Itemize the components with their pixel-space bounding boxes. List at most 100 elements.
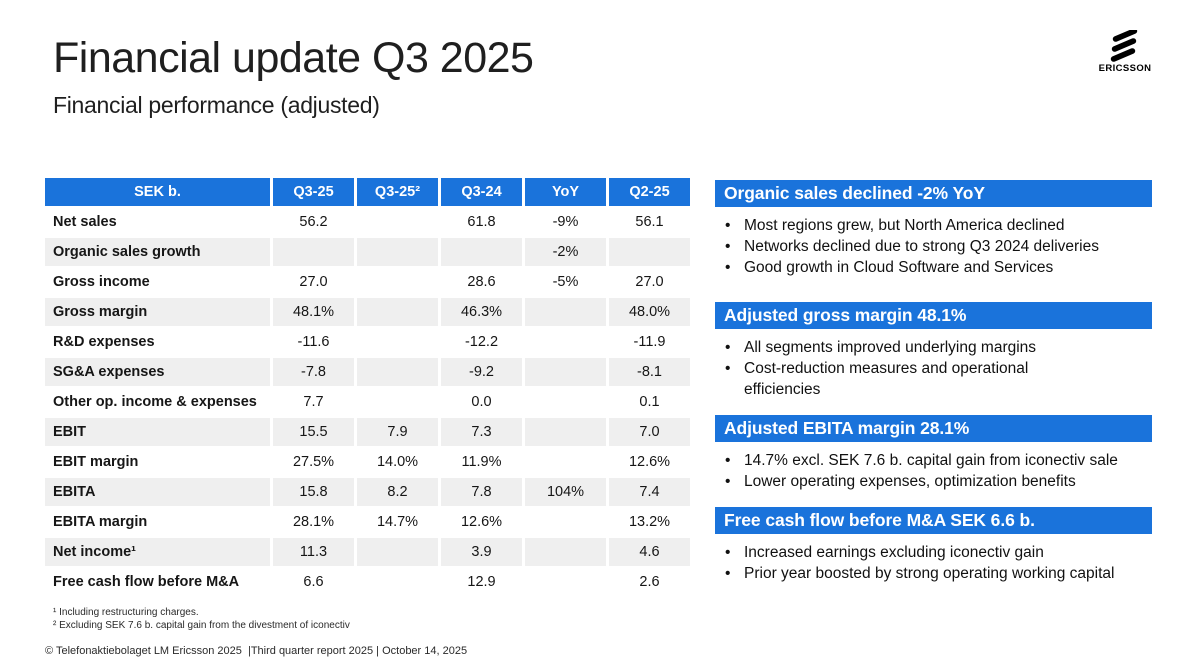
row-label: Net sales bbox=[53, 214, 117, 230]
row-value bbox=[525, 298, 606, 326]
highlight-bullet: Most regions grew, but North America dec… bbox=[715, 215, 1152, 236]
table-row: R&D expenses -11.6 -12.2 -11.9 bbox=[45, 328, 690, 356]
row-value: 8.2 bbox=[357, 478, 438, 506]
row-label: EBITA margin bbox=[53, 514, 148, 530]
row-value: 56.2 bbox=[299, 214, 328, 230]
page-subtitle: Financial performance (adjusted) bbox=[53, 92, 380, 118]
column-header: Q3-25 bbox=[273, 178, 354, 206]
row-value bbox=[525, 328, 606, 356]
table-row: Organic sales growth -2% bbox=[45, 238, 690, 266]
row-value: 4.6 bbox=[609, 538, 690, 566]
ericsson-bars-icon bbox=[1092, 30, 1158, 62]
table-row: Net sales 56.2 61.8 -9% 56.1 bbox=[45, 208, 690, 236]
ericsson-wordmark: ERICSSON bbox=[1098, 63, 1152, 74]
row-value: 2.6 bbox=[639, 574, 660, 590]
row-value: 48.1% bbox=[273, 298, 354, 326]
row-label: Gross margin bbox=[45, 298, 270, 326]
column-header: Q3-24 bbox=[441, 178, 522, 206]
row-value bbox=[441, 238, 522, 266]
highlight-bullet-list: All segments improved underlying margins… bbox=[715, 337, 1152, 400]
footnote-2: ² Excluding SEK 7.6 b. capital gain from… bbox=[53, 620, 350, 631]
row-value: 7.4 bbox=[609, 478, 690, 506]
highlight-bullet: Prior year boosted by strong operating w… bbox=[715, 563, 1152, 584]
row-value: 28.6 bbox=[467, 274, 496, 290]
row-label: Other op. income & expenses bbox=[53, 394, 257, 410]
row-value: -9% bbox=[552, 214, 579, 230]
row-value bbox=[357, 538, 438, 566]
highlight-title: Adjusted EBITA margin 28.1% bbox=[715, 415, 1152, 442]
row-label: EBIT bbox=[45, 418, 270, 446]
row-value: 104% bbox=[525, 478, 606, 506]
column-header: Q2-25 bbox=[609, 178, 690, 206]
highlight-bullet-list: Increased earnings excluding iconectiv g… bbox=[715, 542, 1152, 584]
row-value: 14.0% bbox=[376, 454, 419, 470]
row-value: 7.3 bbox=[441, 418, 522, 446]
footer-copyright: © Telefonaktiebolaget LM Ericsson 2025 |… bbox=[45, 645, 468, 657]
row-label: R&D expenses bbox=[53, 334, 155, 350]
table-row: Net income¹ 11.3 3.9 4.6 bbox=[45, 538, 690, 566]
row-value: -11.6 bbox=[297, 334, 330, 350]
footnote-1: ¹ Including restructuring charges. bbox=[53, 607, 199, 618]
row-value: -9.2 bbox=[441, 358, 522, 386]
row-value: 27.5% bbox=[292, 454, 335, 470]
row-value: 27.0 bbox=[299, 274, 328, 290]
table-row: EBITA margin 28.1% 14.7% 12.6% 13.2% bbox=[45, 508, 690, 536]
row-value: 48.0% bbox=[609, 298, 690, 326]
row-value: 12.9 bbox=[467, 574, 496, 590]
row-value: 7.7 bbox=[303, 394, 324, 410]
row-value bbox=[357, 568, 438, 596]
row-value bbox=[273, 238, 354, 266]
table-header-row: SEK b. Q3-25 Q3-25² Q3-24 YoY Q2-25 bbox=[45, 178, 690, 206]
row-value bbox=[525, 538, 606, 566]
highlight-bullet-list: 14.7% excl. SEK 7.6 b. capital gain from… bbox=[715, 450, 1152, 492]
column-header: SEK b. bbox=[45, 178, 270, 206]
row-value bbox=[525, 388, 606, 416]
table-row: Gross income 27.0 28.6 -5% 27.0 bbox=[45, 268, 690, 296]
table-row: EBIT margin 27.5% 14.0% 11.9% 12.6% bbox=[45, 448, 690, 476]
highlight-title: Organic sales declined -2% YoY bbox=[715, 180, 1152, 207]
table-row: EBITA 15.8 8.2 7.8 104% 7.4 bbox=[45, 478, 690, 506]
highlight-bullet: 14.7% excl. SEK 7.6 b. capital gain from… bbox=[715, 450, 1152, 471]
table-row: Gross margin 48.1% 46.3% 48.0% bbox=[45, 298, 690, 326]
row-value: 7.0 bbox=[609, 418, 690, 446]
table-row: SG&A expenses -7.8 -9.2 -8.1 bbox=[45, 358, 690, 386]
row-value: 7.8 bbox=[441, 478, 522, 506]
row-value bbox=[357, 268, 438, 296]
row-label: EBIT margin bbox=[53, 454, 139, 470]
row-value: 12.6% bbox=[460, 514, 503, 530]
highlights-panel: Organic sales declined -2% YoY Most regi… bbox=[715, 180, 1152, 620]
row-value bbox=[525, 568, 606, 596]
row-label: Net income¹ bbox=[45, 538, 270, 566]
row-value bbox=[357, 328, 438, 356]
row-label: Organic sales growth bbox=[45, 238, 270, 266]
financial-table: SEK b. Q3-25 Q3-25² Q3-24 YoY Q2-25 Net sales… bbox=[42, 176, 693, 598]
row-value: 13.2% bbox=[628, 514, 671, 530]
row-value: 56.1 bbox=[635, 214, 664, 230]
highlight-bullet: Networks declined due to strong Q3 2024 … bbox=[715, 236, 1152, 257]
row-value bbox=[525, 508, 606, 536]
highlight-title: Adjusted gross margin 48.1% bbox=[715, 302, 1152, 329]
row-label: EBITA bbox=[45, 478, 270, 506]
column-header: Q3-25² bbox=[357, 178, 438, 206]
row-value: 15.5 bbox=[273, 418, 354, 446]
highlight-bullet: Increased earnings excluding iconectiv g… bbox=[715, 542, 1152, 563]
row-value: 3.9 bbox=[441, 538, 522, 566]
highlight-bullet-list: Most regions grew, but North America dec… bbox=[715, 215, 1152, 278]
row-value: -12.2 bbox=[464, 334, 499, 350]
row-value: -2% bbox=[525, 238, 606, 266]
column-header: YoY bbox=[525, 178, 606, 206]
row-value bbox=[525, 358, 606, 386]
row-value: 7.9 bbox=[357, 418, 438, 446]
row-value bbox=[609, 238, 690, 266]
highlight-section-organic-sales: Organic sales declined -2% YoY Most regi… bbox=[715, 180, 1152, 278]
row-value bbox=[357, 208, 438, 236]
row-value: 27.0 bbox=[635, 274, 664, 290]
financial-table-body: Net sales 56.2 61.8 -9% 56.1 Organic sales gr… bbox=[45, 208, 690, 596]
highlight-bullet: Lower operating expenses, optimization b… bbox=[715, 471, 1152, 492]
table-row: Free cash flow before M&A 6.6 12.9 2.6 bbox=[45, 568, 690, 596]
highlight-section-ebita-margin: Adjusted EBITA margin 28.1% 14.7% excl. … bbox=[715, 415, 1152, 492]
row-value bbox=[525, 418, 606, 446]
highlight-bullet: Cost-reduction measures and operational … bbox=[715, 358, 1152, 400]
row-value: 46.3% bbox=[441, 298, 522, 326]
